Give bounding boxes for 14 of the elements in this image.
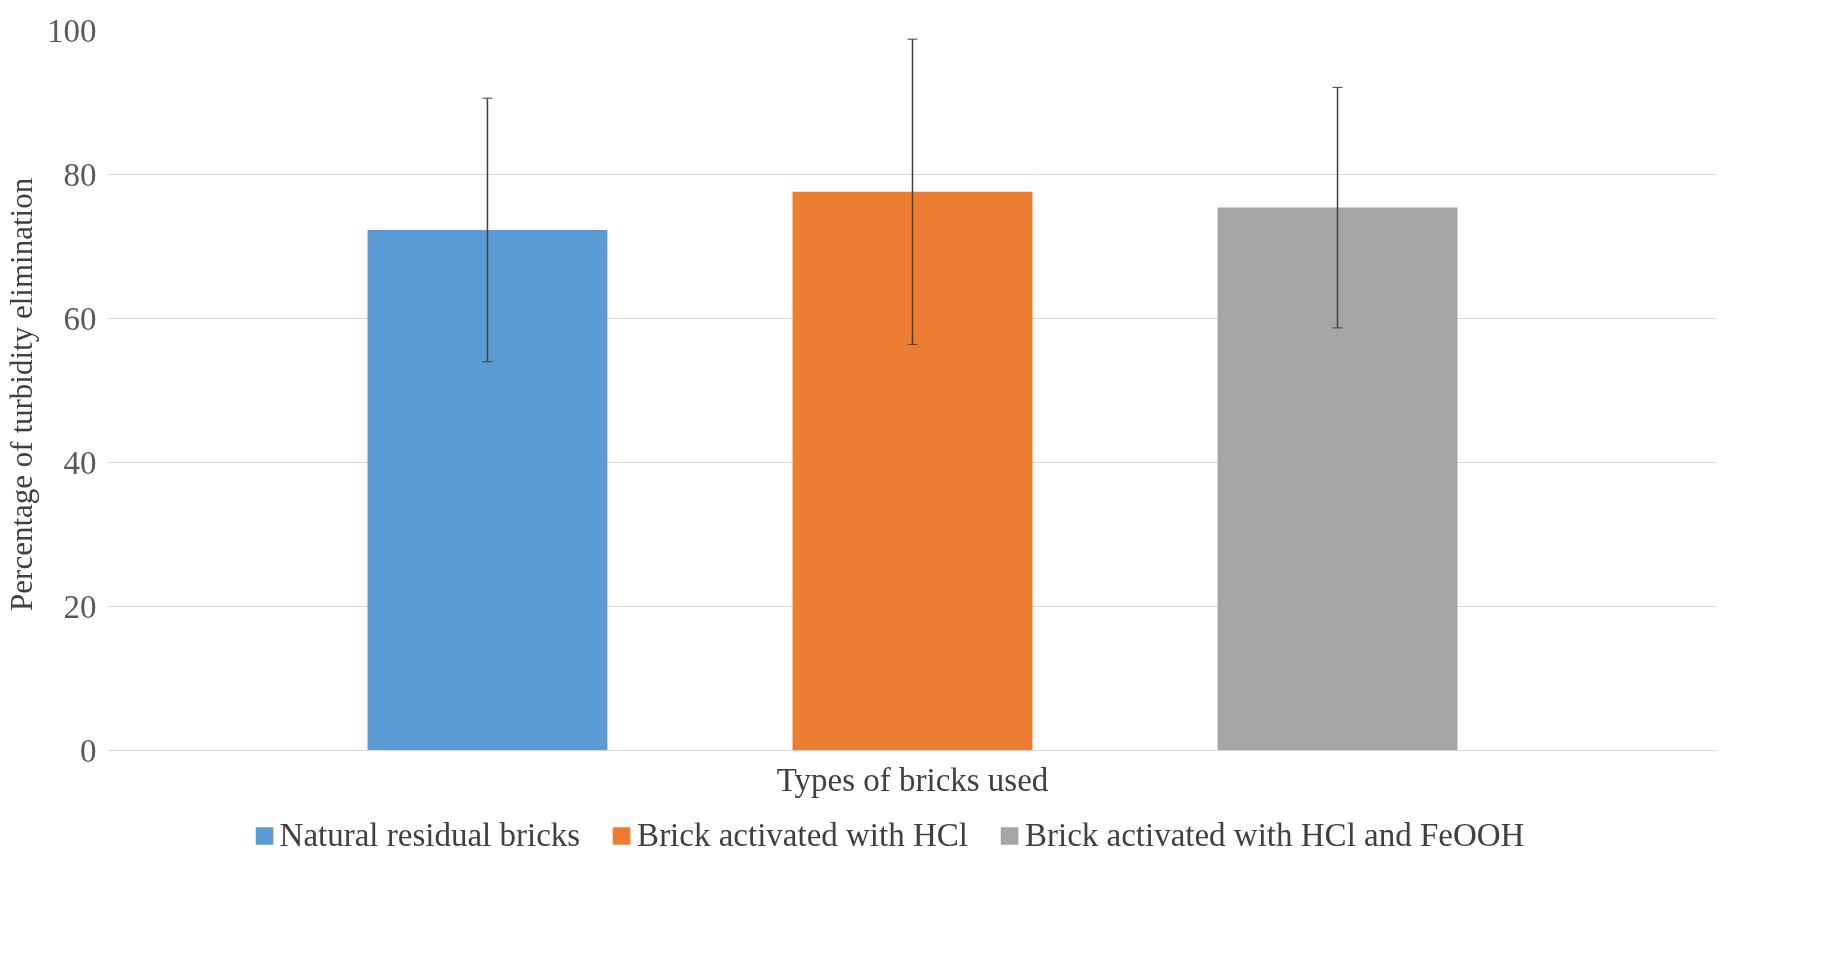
y-tick-label: 80 <box>63 156 97 193</box>
y-tick-label: 100 <box>47 12 97 49</box>
legend-label: Natural residual bricks <box>279 816 581 854</box>
legend-label: Brick activated with HCl <box>637 816 968 854</box>
y-tick-label: 40 <box>63 444 97 481</box>
y-tick-label: 20 <box>63 588 97 625</box>
bar <box>792 191 1033 751</box>
bar <box>1217 207 1458 751</box>
y-tick-label: 0 <box>80 732 97 769</box>
y-tick-label: 60 <box>63 300 97 337</box>
y-axis-title: Percentage of turbidity elimination <box>4 177 39 611</box>
x-axis-title: Types of bricks used <box>776 761 1049 798</box>
legend-label: Brick activated with HCl and FeOOH <box>1024 816 1525 854</box>
bar <box>367 229 608 751</box>
